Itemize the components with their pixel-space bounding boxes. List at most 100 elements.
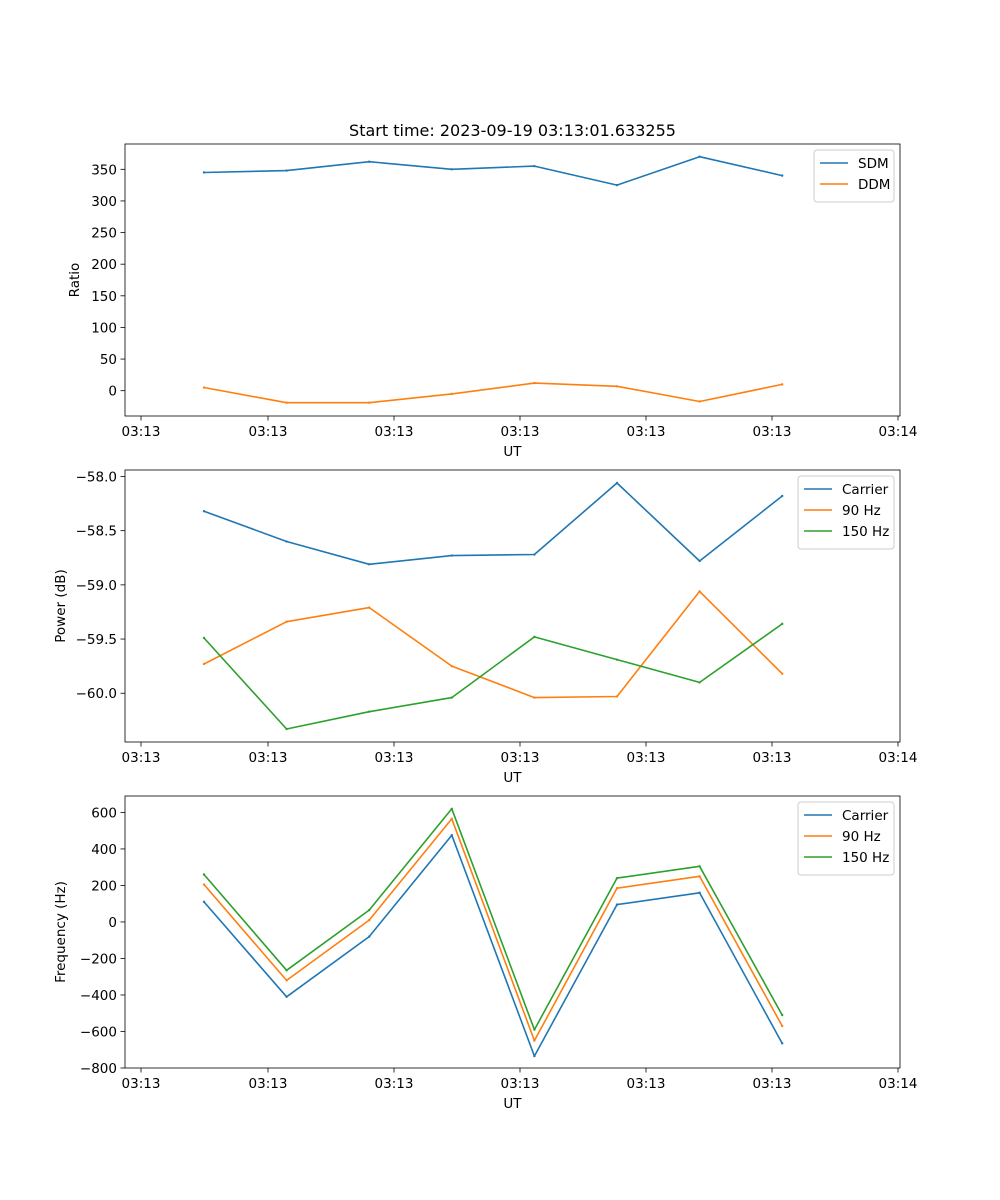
legend: SDM DDM (813, 149, 895, 203)
x-tick-label: 03:13 (122, 424, 161, 440)
data-point (450, 817, 453, 821)
x-tick-label: 03:13 (122, 750, 161, 766)
y-tick-label: −400 (80, 988, 117, 1004)
data-point (368, 918, 371, 922)
y-tick-label: −200 (80, 951, 117, 967)
y-tick-label: 350 (91, 162, 117, 178)
series-line-90-hz (203, 590, 783, 699)
y-tick-label: −60.0 (76, 686, 117, 702)
series-line-carrier (203, 482, 783, 566)
panel-2: 03:13 03:13 03:13 03:13 03:13 03:13 03:14 −60.0… (53, 470, 917, 786)
data-point (450, 696, 453, 699)
y-tick-label: 250 (91, 226, 117, 242)
series-line-150-hz (203, 623, 783, 730)
data-point (615, 903, 619, 906)
panels: 03:13 03:13 03:13 03:13 03:13 03:13 03:14 0 50 10… (53, 143, 918, 1112)
data-point (202, 636, 206, 640)
chart-title: Start time: 2023-09-19 03:13:01.633255 (349, 121, 676, 140)
data-point (202, 509, 206, 513)
y-tick-label: −600 (80, 1024, 117, 1040)
legend-label: DDM (858, 177, 890, 193)
y-axis-label: Frequency (Hz) (53, 881, 69, 983)
data-point (781, 622, 784, 626)
legend-label: 90 Hz (842, 829, 881, 845)
data-point (698, 891, 701, 894)
data-point (285, 979, 288, 982)
series-line-150-hz (203, 807, 783, 1031)
x-tick-label: 03:13 (375, 750, 414, 766)
data-point (615, 183, 619, 187)
data-point (285, 969, 288, 972)
y-tick-label: −59.0 (76, 578, 117, 594)
data-point (368, 710, 371, 713)
x-tick-label: 03:14 (879, 750, 918, 766)
data-point (781, 1024, 784, 1028)
y-axis-label: Power (dB) (53, 569, 69, 642)
y-tick-label: 50 (100, 352, 117, 368)
data-point (285, 401, 288, 404)
x-tick-label: 03:13 (501, 424, 540, 440)
data-point (533, 381, 536, 385)
data-point (533, 1039, 536, 1042)
x-tick-label: 03:13 (753, 1076, 792, 1092)
y-tick-label: 0 (108, 915, 117, 931)
axes-frame (124, 143, 901, 417)
data-point (533, 164, 536, 168)
y-tick-label: −800 (80, 1061, 117, 1077)
data-point (202, 873, 206, 876)
data-point (781, 1042, 784, 1045)
y-tick-label: −58.5 (76, 524, 117, 540)
axes-frame (124, 469, 901, 743)
data-point (450, 168, 453, 171)
data-point (615, 695, 619, 698)
data-point (533, 553, 536, 556)
legend-label: SDM (858, 156, 889, 172)
data-point (285, 620, 288, 623)
data-point (202, 900, 206, 904)
data-point (285, 169, 288, 172)
x-tick-label: 03:14 (879, 1076, 918, 1092)
panel-3: 03:13 03:13 03:13 03:13 03:13 03:13 03:14 −800 −… (53, 795, 918, 1112)
data-point (202, 171, 206, 174)
data-point (615, 385, 619, 388)
y-tick-label: 300 (91, 194, 117, 210)
data-point (615, 481, 619, 485)
data-point (368, 401, 371, 404)
legend-label: 150 Hz (842, 524, 889, 540)
x-tick-label: 03:13 (627, 1076, 666, 1092)
legend-label: Carrier (842, 482, 889, 498)
axes-frame (124, 795, 901, 1069)
data-point (368, 563, 371, 566)
data-point (698, 681, 701, 684)
x-tick-label: 03:13 (753, 750, 792, 766)
data-point (698, 875, 701, 878)
data-point (202, 386, 206, 389)
x-tick-label: 03:13 (501, 750, 540, 766)
data-point (285, 995, 288, 999)
y-tick-label: −59.5 (76, 632, 117, 648)
data-point (368, 160, 371, 163)
legend-label: 150 Hz (842, 850, 889, 866)
data-point (450, 664, 453, 668)
data-point (781, 383, 784, 386)
data-point (533, 696, 536, 699)
data-point (615, 876, 619, 880)
y-tick-label: 400 (91, 842, 117, 858)
series-line-90-hz (203, 817, 783, 1042)
x-tick-label: 03:13 (249, 750, 288, 766)
legend: Carrier 90 Hz 150 Hz (797, 475, 895, 550)
data-point (781, 1013, 784, 1017)
x-axis-label: UT (503, 444, 522, 460)
x-tick-label: 03:13 (249, 1076, 288, 1092)
data-point (615, 886, 619, 890)
data-point (533, 1028, 536, 1031)
y-tick-label: 100 (91, 320, 117, 336)
x-tick-label: 03:13 (122, 1076, 161, 1092)
y-tick-label: −58.0 (76, 470, 117, 486)
data-point (368, 935, 371, 938)
data-point (450, 834, 453, 837)
data-point (285, 727, 288, 731)
x-tick-label: 03:13 (753, 424, 792, 440)
data-point (533, 1054, 536, 1058)
data-point (202, 662, 206, 666)
